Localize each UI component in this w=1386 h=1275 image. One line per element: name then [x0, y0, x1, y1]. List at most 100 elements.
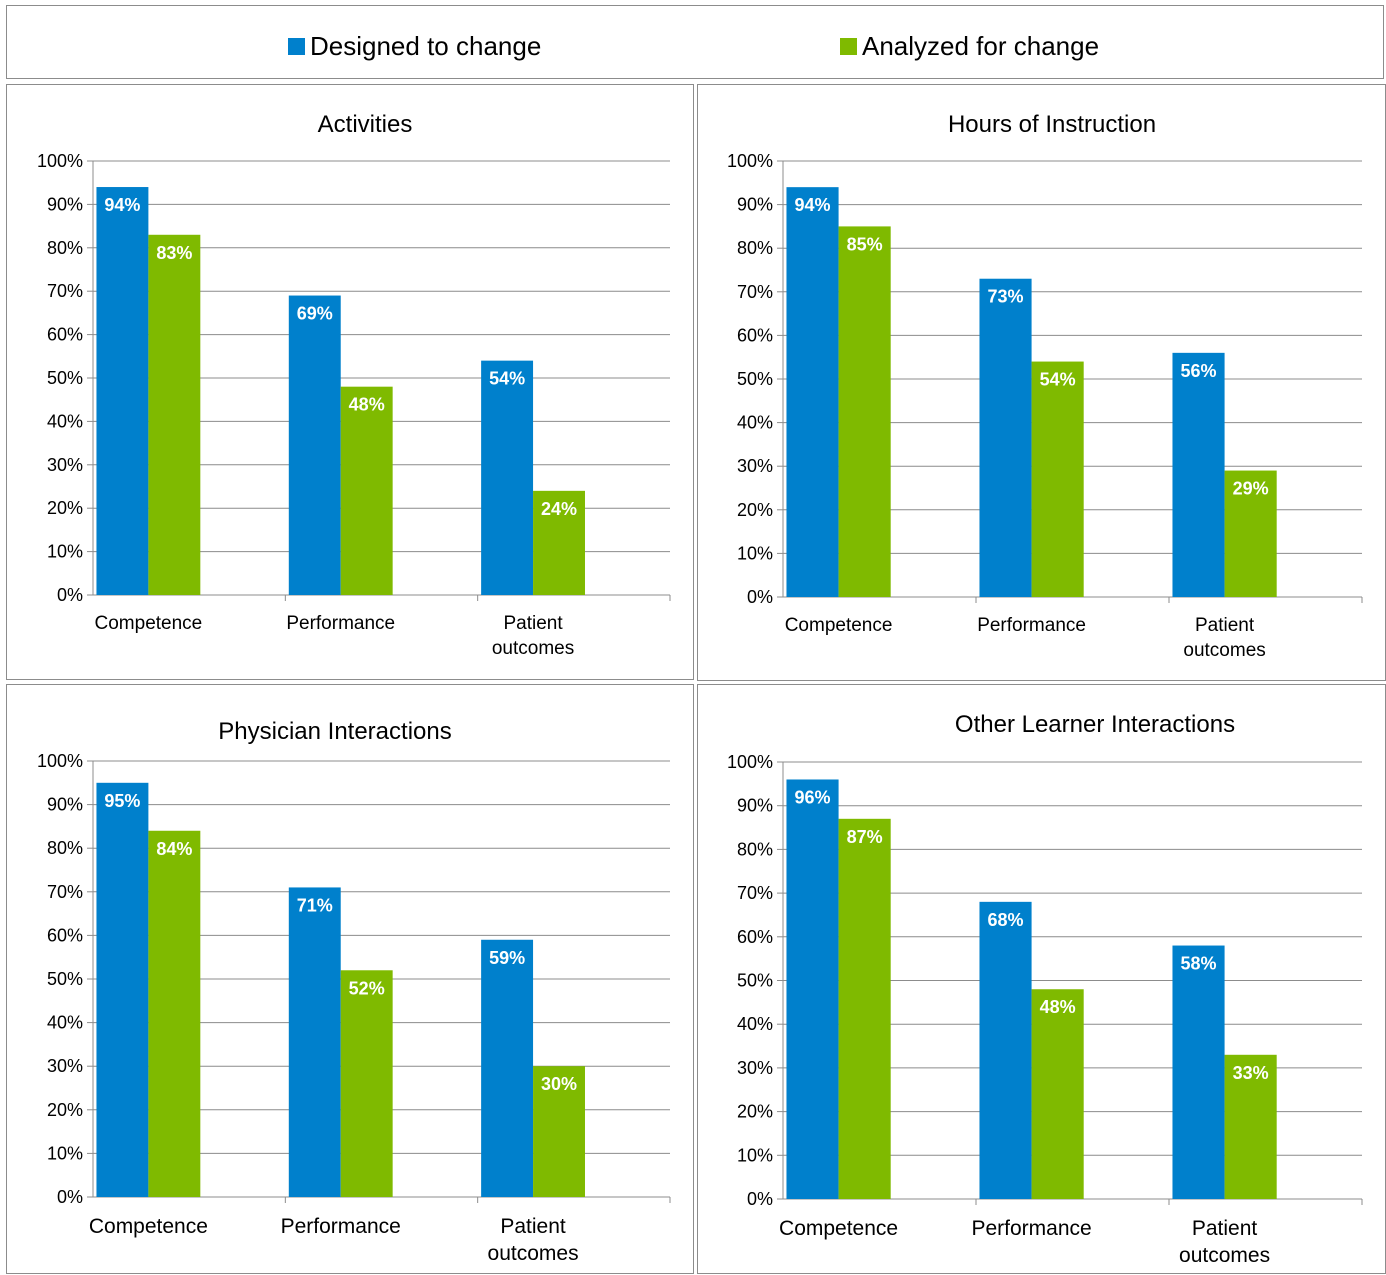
chart-title: Activities	[318, 111, 413, 138]
y-tick-label: 50%	[47, 368, 83, 388]
chart-panel-hours-of-instruction: Hours of Instruction 0% 10% 20% 30% 40% 50% 60%…	[697, 84, 1386, 681]
y-tick-label: 20%	[47, 498, 83, 518]
chart-title: Hours of Instruction	[948, 111, 1156, 138]
data-label: 54%	[489, 369, 525, 389]
data-label: 94%	[104, 195, 140, 215]
x-category-label: Performance	[971, 1217, 1091, 1240]
bar-analyzed-patient-outcomes	[533, 1066, 585, 1197]
bar-analyzed-performance	[340, 386, 393, 595]
data-label: 84%	[156, 839, 192, 859]
y-tick-label: 90%	[47, 194, 83, 214]
bar-designed-competence	[786, 187, 839, 597]
legend-swatch-analyzed	[840, 37, 857, 55]
bar-analyzed-performance	[340, 970, 393, 1197]
y-tick-label: 100%	[37, 751, 83, 771]
y-tick-label: 100%	[727, 151, 773, 171]
data-label: 69%	[297, 304, 333, 324]
legend-item-analyzed: Analyzed for change	[840, 31, 1099, 61]
chart-hours-of-instruction: Hours of Instruction 0% 10% 20% 30% 40% 50% 60%…	[727, 111, 1363, 661]
x-category-label: Performance	[286, 613, 395, 634]
data-label: 85%	[847, 234, 883, 254]
chart-panel-physician-interactions: Physician Interactions 0% 10% 20% 30% 40% 50% 6…	[6, 684, 694, 1274]
data-label: 29%	[1233, 479, 1269, 499]
x-category-label: Patient	[503, 613, 563, 634]
bar-analyzed-patient-outcomes	[533, 490, 585, 595]
y-tick-label: 70%	[737, 282, 773, 302]
y-tick-label: 30%	[47, 455, 83, 475]
x-category-label: Competence	[95, 613, 203, 634]
y-tick-label: 30%	[47, 1056, 83, 1076]
data-label: 68%	[988, 910, 1024, 930]
chart-panel-activities: Activities 0% 10% 20% 30% 40% 50% 60% 70% 80% 90% 1…	[6, 84, 694, 680]
bar-designed-performance	[979, 901, 1032, 1199]
bar-analyzed-competence	[148, 830, 201, 1197]
y-tick-label: 50%	[737, 369, 773, 389]
data-label: 54%	[1040, 370, 1076, 390]
x-category-label: Performance	[281, 1215, 401, 1238]
y-tick-label: 60%	[737, 325, 773, 345]
bar-designed-performance	[288, 887, 341, 1197]
chart-activities: Activities 0% 10% 20% 30% 40% 50% 60% 70% 80% 90% 1…	[37, 111, 671, 659]
data-label: 52%	[349, 978, 385, 998]
y-tick-label: 90%	[737, 195, 773, 215]
y-tick-label: 0%	[747, 1189, 773, 1209]
y-tick-label: 70%	[47, 281, 83, 301]
data-label: 96%	[795, 787, 831, 807]
chart-panel-other-learner-interactions: Other Learner Interactions 0% 10% 20% 30% 40%…	[697, 684, 1386, 1274]
y-tick-label: 100%	[727, 752, 773, 772]
y-tick-label: 10%	[737, 543, 773, 563]
x-category-label: outcomes	[1179, 1244, 1270, 1267]
bar-analyzed-competence	[838, 818, 891, 1199]
data-label: 30%	[541, 1074, 577, 1094]
x-category-label: Patient	[1195, 615, 1255, 636]
x-category-label: Patient	[500, 1215, 566, 1238]
y-tick-label: 20%	[737, 500, 773, 520]
y-tick-label: 30%	[737, 456, 773, 476]
y-tick-label: 70%	[47, 882, 83, 902]
x-category-label: outcomes	[492, 638, 574, 659]
x-category-label: Competence	[779, 1217, 898, 1240]
x-category-label: outcomes	[488, 1242, 579, 1265]
y-tick-label: 60%	[47, 925, 83, 945]
data-label: 56%	[1181, 361, 1217, 381]
data-label: 48%	[1040, 997, 1076, 1017]
legend-item-designed: Designed to change	[288, 31, 541, 61]
x-category-label: outcomes	[1183, 640, 1265, 661]
y-tick-label: 0%	[57, 585, 83, 605]
y-tick-label: 20%	[737, 1102, 773, 1122]
y-tick-label: 80%	[47, 838, 83, 858]
data-label: 73%	[988, 287, 1024, 307]
data-label: 33%	[1233, 1063, 1269, 1083]
y-tick-label: 50%	[737, 971, 773, 991]
bar-designed-patient-outcomes	[481, 939, 534, 1197]
y-tick-label: 80%	[737, 238, 773, 258]
bar-analyzed-patient-outcomes	[1224, 1054, 1277, 1199]
data-label: 58%	[1181, 954, 1217, 974]
y-tick-label: 10%	[47, 542, 83, 562]
x-category-label: Patient	[1192, 1217, 1258, 1240]
bar-analyzed-patient-outcomes	[1224, 470, 1277, 597]
y-tick-label: 40%	[47, 1013, 83, 1033]
y-tick-label: 60%	[737, 927, 773, 947]
bar-designed-patient-outcomes	[1172, 352, 1225, 597]
chart-other-learner-interactions: Other Learner Interactions 0% 10% 20% 30% 40%…	[727, 711, 1363, 1267]
x-category-label: Performance	[977, 615, 1086, 636]
data-label: 87%	[847, 827, 883, 847]
bar-designed-performance	[979, 278, 1032, 597]
bar-analyzed-competence	[838, 226, 891, 597]
data-label: 71%	[297, 895, 333, 915]
data-label: 24%	[541, 499, 577, 519]
x-category-label: Competence	[785, 615, 893, 636]
y-tick-label: 40%	[737, 1014, 773, 1034]
y-tick-label: 10%	[47, 1143, 83, 1163]
data-label: 83%	[156, 243, 192, 263]
legend-label-designed: Designed to change	[310, 31, 542, 61]
y-tick-label: 60%	[47, 325, 83, 345]
y-tick-label: 0%	[747, 587, 773, 607]
data-label: 94%	[795, 195, 831, 215]
bar-designed-competence	[96, 782, 149, 1197]
y-tick-label: 70%	[737, 883, 773, 903]
y-tick-label: 100%	[37, 151, 83, 171]
bar-designed-performance	[288, 295, 341, 595]
y-tick-label: 80%	[737, 839, 773, 859]
